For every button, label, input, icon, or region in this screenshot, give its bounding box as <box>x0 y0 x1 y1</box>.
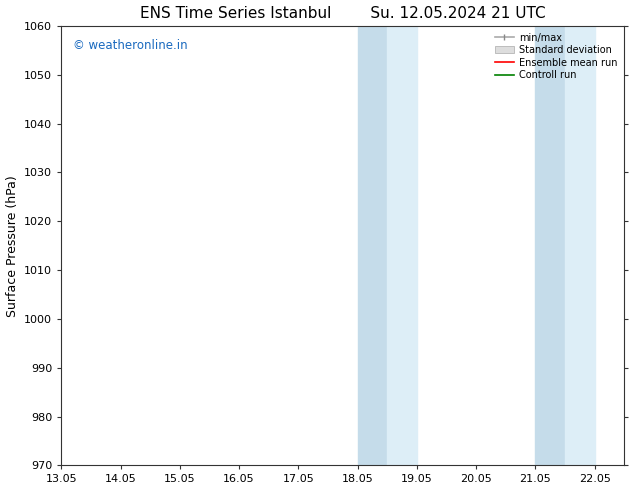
Title: ENS Time Series Istanbul        Su. 12.05.2024 21 UTC: ENS Time Series Istanbul Su. 12.05.2024 … <box>140 5 546 21</box>
Bar <box>358 26 387 466</box>
Legend: min/max, Standard deviation, Ensemble mean run, Controll run: min/max, Standard deviation, Ensemble me… <box>493 31 619 82</box>
Y-axis label: Surface Pressure (hPa): Surface Pressure (hPa) <box>6 175 18 317</box>
Bar <box>535 26 565 466</box>
Bar <box>387 26 417 466</box>
Bar <box>565 26 595 466</box>
Text: © weatheronline.in: © weatheronline.in <box>72 39 187 52</box>
